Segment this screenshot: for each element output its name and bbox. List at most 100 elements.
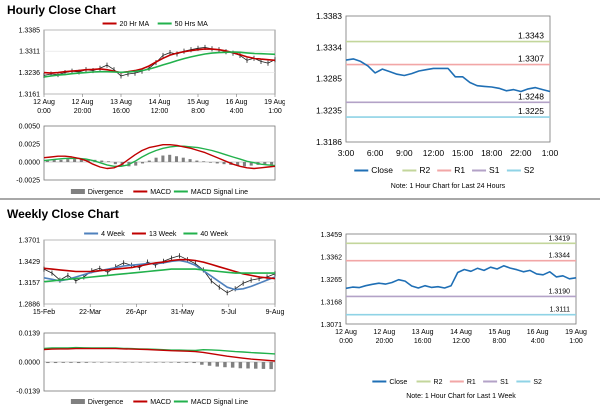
- section-divider: [0, 198, 600, 200]
- hourly-macd-legend-label: MACD: [150, 189, 171, 196]
- hourly-price-x-tick: 19 Aug: [264, 99, 285, 106]
- hourly-macd-divergence-bar: [147, 160, 151, 162]
- weekly-macd-divergence-bar: [107, 362, 112, 363]
- hourly-macd-legend-label: Divergence: [88, 189, 124, 196]
- hourly-macd-y-tick: 0.0000: [19, 160, 41, 167]
- hourly-macd-y-tick: 0.0050: [19, 124, 41, 131]
- weekly-close-level-label: 1.3344: [549, 253, 571, 260]
- weekly-macd-divergence-bar: [123, 362, 127, 363]
- hourly-macd-divergence-bar: [79, 158, 83, 162]
- hourly-price-y-tick: 1.3161: [19, 92, 41, 99]
- hourly-close-level-label: 1.3307: [518, 54, 544, 64]
- hourly-close-y-tick: 1.3235: [316, 106, 342, 116]
- hourly-price-x-tick: 14 Aug: [149, 99, 171, 106]
- hourly-macd-divergence-bar: [270, 162, 274, 165]
- hourly-macd-signal-line: [43, 145, 276, 167]
- weekly-price-y-tick: 1.3157: [19, 280, 41, 287]
- hourly-close-x-tick: 22:00: [510, 148, 532, 158]
- hourly-close-level-label: 1.3248: [518, 91, 544, 101]
- weekly-close-x-tick: 12:00: [452, 338, 470, 345]
- weekly-macd-divergence-bar: [84, 362, 89, 363]
- hourly-macd-macd-line: [43, 144, 276, 170]
- weekly-macd-legend-swatch: [70, 399, 85, 404]
- hourly-macd-divergence-bar: [86, 159, 90, 162]
- hourly-price-x-tick: 16:00: [112, 108, 130, 115]
- weekly-price-x-tick: 22-Mar: [79, 309, 102, 316]
- hourly-close-note: Note: 1 Hour Chart for Last 24 Hours: [391, 183, 506, 190]
- hourly-price-x-tick: 13 Aug: [110, 99, 132, 106]
- hourly-macd-divergence-bar: [208, 162, 212, 163]
- hourly-macd-divergence-bar: [134, 162, 138, 166]
- hourly-close-x-tick: 9:00: [396, 148, 413, 158]
- hourly-macd-legend-swatch: [70, 189, 85, 194]
- weekly-macd-divergence-bar: [53, 362, 58, 364]
- hourly-macd-divergence-bar: [107, 161, 111, 162]
- weekly-macd-divergence-bar: [76, 362, 81, 364]
- hourly-macd-divergence-bar: [181, 157, 185, 162]
- weekly-close-legend-label: Close: [389, 379, 407, 386]
- weekly-macd-divergence-bar: [92, 362, 96, 363]
- hourly-price-ma-line: [43, 51, 276, 78]
- hourly-macd-plot-frame: [43, 125, 276, 181]
- weekly-macd-divergence-bar: [100, 362, 104, 363]
- weekly-macd-divergence-bar: [61, 362, 65, 363]
- hourly-close-legend-label: R2: [419, 165, 430, 175]
- weekly-macd-y-tick: -0.0139: [16, 389, 40, 396]
- weekly-macd-chart: 0.0139 0.0000 -0.0139 Divergence MACD MACD Si…: [16, 331, 276, 406]
- weekly-macd-divergence-bar: [69, 362, 73, 363]
- weekly-price-ma-line: [43, 268, 275, 283]
- hourly-close-level-label: 1.3225: [518, 106, 544, 116]
- hourly-close-x-tick: 18:00: [481, 148, 503, 158]
- hourly-close-close-line: [345, 58, 551, 93]
- weekly-close-note: Note: 1 Hour Chart for Last 1 Week: [406, 393, 516, 400]
- hourly-macd-legend-label: MACD Signal Line: [191, 189, 248, 196]
- weekly-price-ma-line: [43, 258, 276, 280]
- hourly-close-plot-frame: [345, 15, 551, 143]
- hourly-price-x-tick: 12 Aug: [72, 99, 94, 106]
- weekly-price-x-tick: 15-Feb: [33, 309, 55, 316]
- hourly-macd-divergence-bar: [249, 162, 253, 166]
- weekly-macd-divergence-bar: [130, 362, 135, 363]
- hourly-price-x-tick: 1:00: [268, 108, 282, 115]
- hourly-price-x-tick: 12 Aug: [33, 99, 55, 106]
- hourly-close-legend-label: S2: [524, 165, 535, 175]
- weekly-macd-divergence-bar: [46, 362, 50, 364]
- hourly-price-x-tick: 0:00: [37, 108, 51, 115]
- hourly-close-x-tick: 3:00: [338, 148, 355, 158]
- weekly-price-x-tick: 31-May: [171, 309, 195, 316]
- weekly-macd-divergence-bar: [223, 362, 227, 368]
- hourly-price-x-tick: 16 Aug: [226, 99, 248, 106]
- weekly-macd-legend-label: MACD Signal Line: [191, 399, 248, 406]
- weekly-close-level-label: 1.3190: [549, 288, 571, 295]
- weekly-macd-divergence-bar: [177, 362, 181, 363]
- weekly-price-y-tick: 1.3701: [19, 238, 41, 245]
- weekly-price-y-tick: 1.3429: [19, 259, 41, 266]
- hourly-close-x-tick: 1:00: [542, 148, 559, 158]
- hourly-close-legend-label: S1: [489, 165, 500, 175]
- weekly-price-legend-label: 13 Week: [149, 231, 177, 238]
- weekly-close-y-tick: 1.3362: [321, 255, 343, 262]
- hourly-macd-divergence-bar: [45, 160, 49, 162]
- hourly-macd-divergence-bar: [242, 162, 246, 167]
- weekly-macd-legend-label: MACD: [150, 399, 171, 406]
- hourly-price-legend-label: 20 Hr MA: [120, 21, 150, 28]
- weekly-close-x-tick: 16:00: [414, 338, 432, 345]
- hourly-macd-divergence-bar: [222, 162, 226, 165]
- hourly-macd-divergence-bar: [236, 162, 240, 166]
- weekly-close-x-tick: 15 Aug: [488, 329, 510, 336]
- hourly-close-y-tick: 1.3186: [316, 137, 342, 147]
- hourly-price-y-tick: 1.3385: [19, 28, 41, 35]
- weekly-macd-divergence-bar: [238, 362, 243, 369]
- weekly-macd-divergence-bar: [153, 362, 158, 363]
- weekly-macd-divergence-bar: [246, 362, 250, 369]
- weekly-close-x-tick: 14 Aug: [450, 329, 472, 336]
- weekly-macd-divergence-bar: [269, 362, 273, 370]
- hourly-macd-y-tick: 0.0025: [19, 142, 41, 149]
- hourly-price-legend-label: 50 Hrs MA: [175, 21, 208, 28]
- hourly-macd-divergence-bar: [100, 160, 104, 162]
- hourly-close-legend-label: Close: [371, 165, 393, 175]
- hourly-close-y-tick: 1.3383: [316, 11, 342, 21]
- hourly-close-level-label: 1.3343: [518, 31, 544, 41]
- weekly-close-y-tick: 1.3265: [321, 277, 343, 284]
